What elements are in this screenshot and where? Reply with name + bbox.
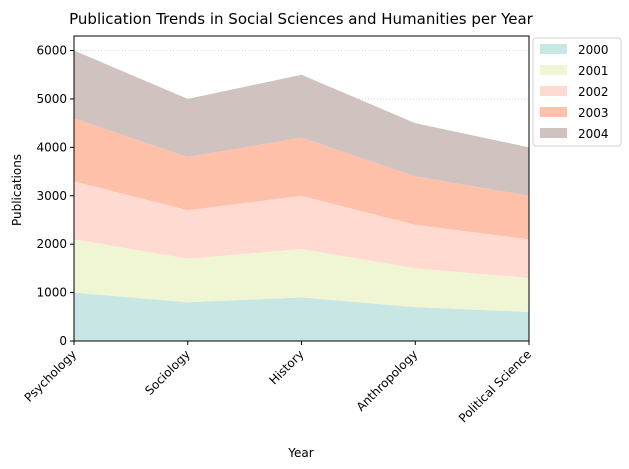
y-tick-label: 2000 bbox=[36, 237, 67, 251]
legend-label-2000: 2000 bbox=[578, 43, 609, 57]
y-tick-label: 5000 bbox=[36, 92, 67, 106]
area-series-2001 bbox=[74, 239, 529, 312]
y-tick-label: 4000 bbox=[36, 140, 67, 154]
y-tick-label: 0 bbox=[59, 334, 67, 348]
legend-label-2002: 2002 bbox=[578, 85, 609, 99]
legend-label-2001: 2001 bbox=[578, 64, 609, 78]
y-axis-ticks: 0 1000 2000 3000 4000 5000 6000 bbox=[36, 44, 74, 348]
legend-swatch-2001 bbox=[540, 65, 567, 75]
x-tick-label: Sociology bbox=[142, 347, 193, 398]
legend-label-2004: 2004 bbox=[578, 127, 609, 141]
x-tick-label: Political Science bbox=[456, 347, 534, 425]
y-tick-label: 6000 bbox=[36, 44, 67, 58]
legend-swatch-2000 bbox=[540, 44, 567, 54]
chart-title: Publication Trends in Social Sciences an… bbox=[69, 10, 534, 28]
legend-swatch-2003 bbox=[540, 107, 567, 117]
x-tick-label: Psychology bbox=[22, 347, 80, 405]
area-series-2003 bbox=[74, 118, 529, 240]
legend-label-2003: 2003 bbox=[578, 106, 609, 120]
y-tick-label: 1000 bbox=[36, 286, 67, 300]
y-axis-label: Publications bbox=[10, 154, 24, 226]
area-series-2004 bbox=[74, 50, 529, 196]
x-tick-label: History bbox=[267, 347, 307, 387]
legend-swatch-2002 bbox=[540, 86, 567, 96]
area-series-2000 bbox=[74, 292, 529, 341]
x-axis-ticks: Psychology Sociology History Anthropology Po… bbox=[22, 341, 534, 425]
legend-swatch-2004 bbox=[540, 128, 567, 138]
area-series bbox=[74, 50, 529, 341]
area-series-2002 bbox=[74, 181, 529, 279]
x-axis-label: Year bbox=[287, 446, 313, 460]
legend: 2000 2001 2002 2003 2004 bbox=[532, 37, 622, 147]
x-tick-label: Anthropology bbox=[354, 347, 421, 414]
y-tick-label: 3000 bbox=[36, 189, 67, 203]
